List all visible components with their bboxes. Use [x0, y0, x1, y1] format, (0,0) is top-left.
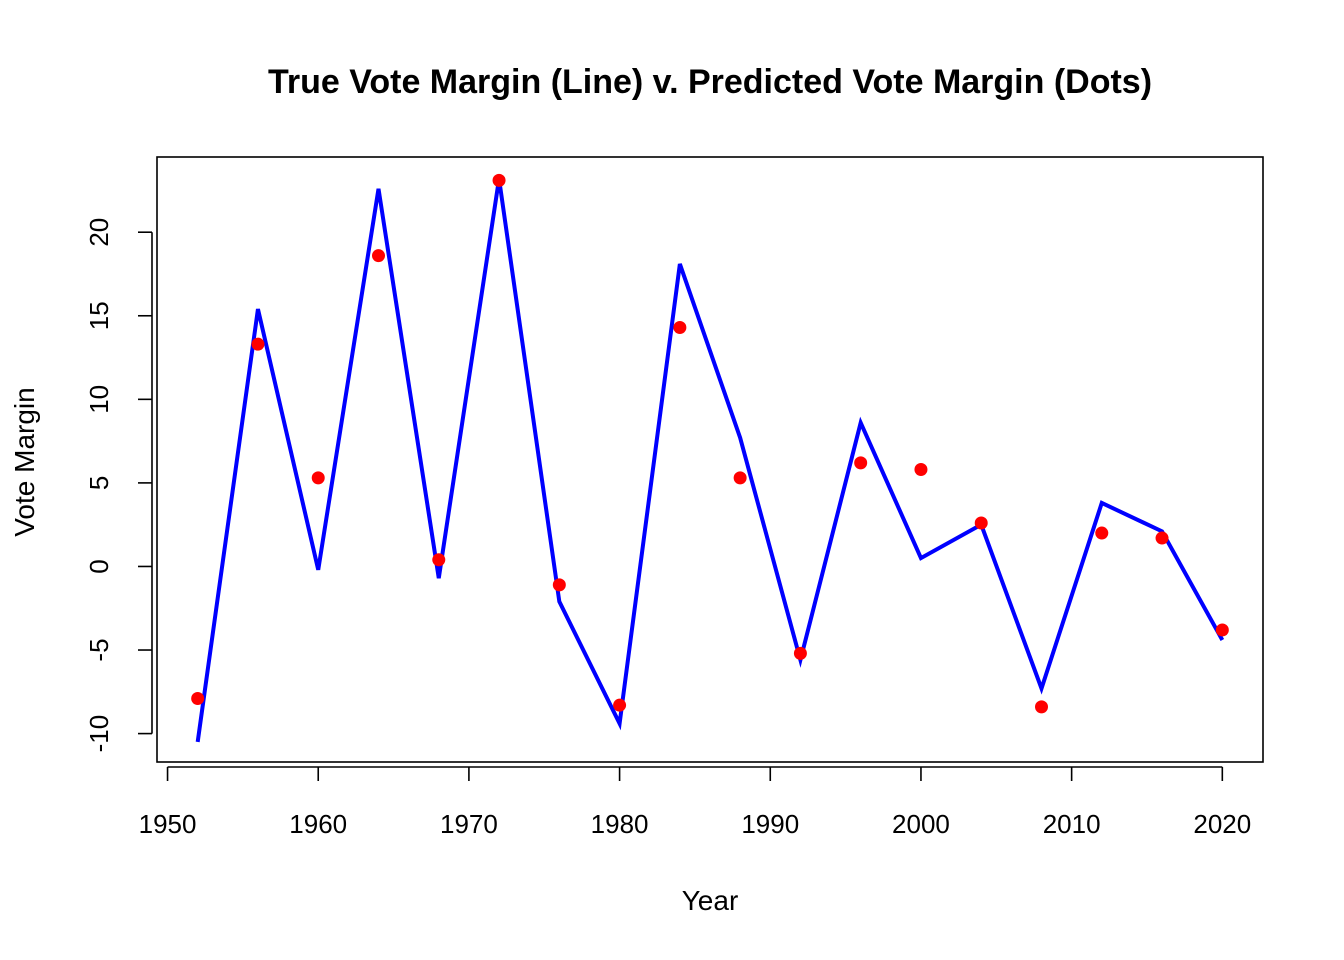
predicted-point [432, 553, 446, 567]
predicted-point [1215, 623, 1229, 637]
predicted-point [251, 337, 265, 351]
predicted-point [1155, 531, 1169, 545]
y-tick-label: 15 [84, 301, 114, 330]
predicted-point [1095, 526, 1109, 540]
y-axis: -10 -5 0 5 10 15 20 [84, 218, 153, 753]
plot-frame [156, 156, 1264, 763]
predicted-point [552, 578, 566, 592]
chart-title: True Vote Margin (Line) v. Predicted Vot… [268, 63, 1152, 101]
y-tick-label: 10 [84, 385, 114, 414]
y-tick-label: 0 [84, 559, 114, 573]
x-tick-label: 1950 [139, 809, 197, 839]
predicted-vote-margin-points [191, 173, 1229, 714]
x-tick-label: 1960 [289, 809, 347, 839]
y-tick-label: -5 [84, 638, 114, 661]
true-vote-margin-line [195, 178, 1225, 743]
x-tick-label: 2020 [1193, 809, 1251, 839]
y-tick-label: -10 [84, 715, 114, 753]
predicted-point [1034, 700, 1048, 714]
predicted-point [793, 646, 807, 660]
predicted-point [311, 471, 325, 485]
predicted-point [673, 320, 687, 334]
x-axis-label: Year [682, 885, 739, 916]
x-tick-label: 1970 [440, 809, 498, 839]
y-tick-label: 20 [84, 218, 114, 247]
x-tick-label: 2010 [1043, 809, 1101, 839]
y-tick-label: 5 [84, 476, 114, 490]
y-axis-label: Vote Margin [9, 387, 40, 536]
x-tick-label: 2000 [892, 809, 950, 839]
predicted-point [372, 249, 386, 263]
predicted-point [733, 471, 747, 485]
predicted-point [492, 173, 506, 187]
predicted-point [974, 516, 988, 530]
predicted-point [191, 691, 205, 705]
x-tick-label: 1980 [591, 809, 649, 839]
x-axis: 1950 1960 1970 1980 1990 2000 2010 2020 [139, 766, 1251, 839]
predicted-point [914, 463, 928, 477]
x-tick-label: 1990 [741, 809, 799, 839]
predicted-point [854, 456, 868, 470]
predicted-point [613, 698, 627, 712]
